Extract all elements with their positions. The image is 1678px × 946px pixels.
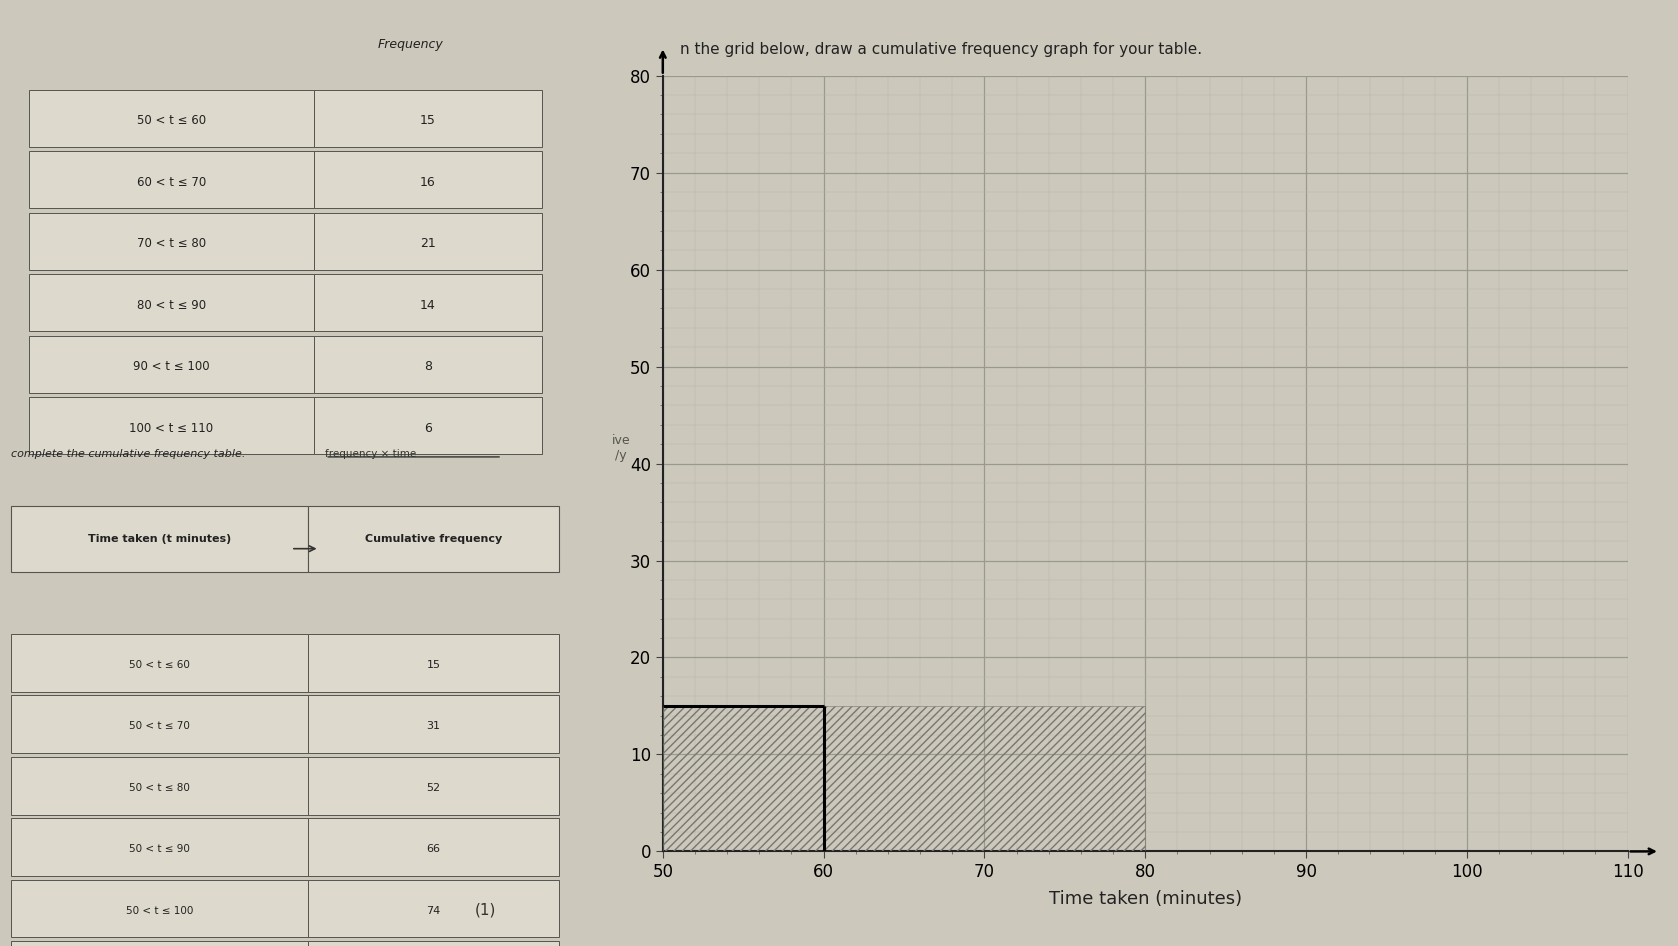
Text: 31: 31 [426,721,441,731]
Text: 50 < t ≤ 60: 50 < t ≤ 60 [136,114,206,127]
Text: n the grid below, draw a cumulative frequency graph for your table.: n the grid below, draw a cumulative freq… [680,42,1201,57]
Text: Cumulative frequency: Cumulative frequency [366,534,502,544]
Text: 80 < t ≤ 90: 80 < t ≤ 90 [136,299,206,311]
FancyBboxPatch shape [12,506,309,572]
Text: 50 < t ≤ 100: 50 < t ≤ 100 [126,905,193,916]
FancyBboxPatch shape [12,818,309,876]
Bar [663,706,824,929]
FancyBboxPatch shape [309,941,559,946]
X-axis label: Time taken (minutes): Time taken (minutes) [1049,889,1242,907]
FancyBboxPatch shape [12,634,309,692]
FancyBboxPatch shape [309,880,559,937]
FancyBboxPatch shape [309,818,559,876]
Text: 66: 66 [426,844,441,854]
Text: 6: 6 [425,422,431,434]
Text: 60 < t ≤ 70: 60 < t ≤ 70 [136,176,206,188]
Text: 21: 21 [420,237,436,250]
Text: 15: 15 [420,114,436,127]
FancyBboxPatch shape [314,336,542,393]
Text: complete the cumulative frequency table.: complete the cumulative frequency table. [12,449,245,460]
Text: 8: 8 [425,360,431,373]
Text: ive
/y: ive /y [611,434,631,462]
Text: 50 < t ≤ 80: 50 < t ≤ 80 [129,782,190,793]
FancyBboxPatch shape [29,397,314,454]
FancyBboxPatch shape [309,634,559,692]
Text: 50 < t ≤ 90: 50 < t ≤ 90 [129,844,190,854]
FancyBboxPatch shape [314,90,542,147]
FancyBboxPatch shape [29,274,314,331]
FancyBboxPatch shape [29,90,314,147]
Bar [824,706,1144,929]
Text: 50 < t ≤ 60: 50 < t ≤ 60 [129,659,190,670]
FancyBboxPatch shape [12,695,309,753]
Text: 16: 16 [420,176,436,188]
FancyBboxPatch shape [314,397,542,454]
Text: 15: 15 [426,659,441,670]
FancyBboxPatch shape [309,757,559,815]
FancyBboxPatch shape [314,274,542,331]
Text: frequency × time: frequency × time [326,449,416,460]
Text: 52: 52 [426,782,441,793]
Text: 70 < t ≤ 80: 70 < t ≤ 80 [136,237,206,250]
FancyBboxPatch shape [29,151,314,208]
FancyBboxPatch shape [29,213,314,270]
FancyBboxPatch shape [29,336,314,393]
FancyBboxPatch shape [314,151,542,208]
Text: 50 < t ≤ 70: 50 < t ≤ 70 [129,721,190,731]
FancyBboxPatch shape [12,941,309,946]
Text: 90 < t ≤ 100: 90 < t ≤ 100 [133,360,210,373]
FancyBboxPatch shape [309,695,559,753]
Text: Time taken (t minutes): Time taken (t minutes) [89,534,232,544]
Text: (1): (1) [475,902,495,918]
FancyBboxPatch shape [12,880,309,937]
Text: 14: 14 [420,299,436,311]
FancyBboxPatch shape [314,213,542,270]
Text: 74: 74 [426,905,441,916]
Text: Frequency: Frequency [378,38,443,51]
FancyBboxPatch shape [309,506,559,572]
Text: 100 < t ≤ 110: 100 < t ≤ 110 [129,422,213,434]
FancyBboxPatch shape [12,757,309,815]
